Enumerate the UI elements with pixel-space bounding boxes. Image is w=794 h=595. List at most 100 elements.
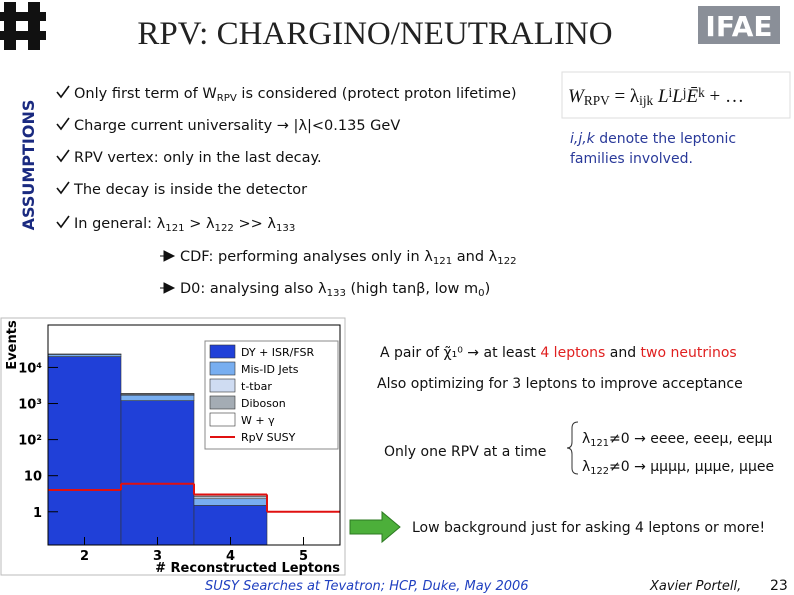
fermilab-logo: [0, 2, 46, 50]
text-segment: >> λ: [234, 216, 277, 232]
case-text: λ121≠0 → eeee, eeeμ, eeμμ: [582, 431, 772, 449]
x-tick-label: 2: [80, 549, 89, 564]
legend-swatch: [209, 344, 236, 359]
brace: [566, 421, 579, 475]
logo-bar: [0, 31, 46, 40]
x-tick-label: 3: [153, 549, 162, 564]
bullet: Charge current universality → |λ|<0.135 …: [74, 118, 400, 134]
text-segment: W: [568, 86, 586, 107]
text-segment: + …: [705, 86, 744, 107]
y-tick-label: 10²: [18, 434, 42, 449]
green-arrow: [349, 510, 401, 544]
legend-swatch: [209, 378, 236, 393]
x-tick-label: 5: [299, 549, 308, 564]
sub-bullet: CDF: performing analyses only in λ121 an…: [180, 249, 517, 267]
sub-bullet: D0: analysing also λ133 (high tanβ, low …: [180, 281, 490, 299]
footer-author: Xavier Portell,: [649, 579, 741, 594]
legend-box: [204, 340, 339, 450]
plot-frame: [47, 324, 341, 546]
text-segment: A pair of: [380, 345, 444, 361]
y-tick-label: 10: [24, 470, 42, 485]
text-segment: two neutrinos: [641, 345, 737, 361]
legend-label: Diboson: [241, 397, 286, 410]
logo-bar: [28, 2, 40, 50]
text-segment: 121: [433, 256, 452, 267]
text-segment: denote the leptonic: [595, 131, 736, 147]
logo-box: [698, 6, 780, 44]
check-bullet: [56, 85, 70, 99]
text-segment: = λ: [610, 86, 640, 107]
x-tick-label: 4: [226, 549, 235, 564]
text-segment: 122: [497, 256, 516, 267]
legend-swatch: [209, 412, 236, 427]
text-segment: Ē: [686, 86, 699, 107]
bullet: In general: λ121 > λ122 >> λ133: [74, 216, 295, 234]
text-segment: 122: [590, 466, 609, 477]
page-number: 23: [770, 578, 788, 594]
text-segment: CDF: performing analyses only in λ: [180, 249, 433, 265]
text-segment: 4 leptons: [540, 345, 605, 361]
text-segment: 121: [165, 223, 184, 234]
text-segment: 133: [327, 288, 346, 299]
check-bullet: [56, 215, 70, 229]
bar-segment: [47, 354, 122, 357]
x-axis-label: # Reconstructed Leptons: [155, 561, 340, 576]
formula-note: i,j,k denote the leptonic families involv…: [570, 131, 736, 167]
arrow-bullet: [160, 282, 176, 294]
text-segment: 121: [590, 438, 609, 449]
text-segment: λ: [582, 459, 590, 475]
slide-title: RPV: CHARGINO/NEUTRALINO: [137, 16, 612, 52]
logo-bar: [4, 2, 16, 50]
legend-label: W + γ: [241, 414, 275, 427]
bar-segment: [120, 394, 195, 401]
bar-segment: [47, 356, 122, 546]
check-bullet: [56, 149, 70, 163]
text-segment: → at least: [463, 345, 540, 361]
text-segment: ijk: [639, 93, 653, 108]
text-segment: RPV: [217, 93, 237, 104]
text-segment: families involved.: [570, 151, 693, 167]
formula: WRPV = λijk LiLjĒk + …: [568, 85, 744, 108]
legend-label: RpV SUSY: [241, 431, 296, 444]
conclusion-text: Low background just for asking 4 leptons…: [412, 520, 765, 536]
text-segment: RPV vertex: only in the last decay.: [74, 150, 322, 166]
text-segment: i,j,k: [570, 131, 596, 147]
bullet: RPV vertex: only in the last decay.: [74, 150, 322, 166]
formula-box: [561, 71, 791, 119]
text-segment: ≠0 → μμμμ, μμμe, μμee: [609, 459, 774, 475]
bar-segment: [193, 498, 268, 506]
text-segment: (high tanβ, low m: [346, 281, 478, 297]
text-segment: k: [698, 85, 705, 100]
y-axis-label: Events: [5, 320, 20, 370]
text-segment: D0: analysing also λ: [180, 281, 327, 297]
legend-label: t-tbar: [241, 380, 272, 393]
text-segment: i: [669, 85, 673, 100]
text-segment: χ̃₁⁰: [444, 345, 464, 361]
optimizing-text: Also optimizing for 3 leptons to improve…: [377, 376, 743, 392]
legend-swatch: [209, 395, 236, 410]
text-segment: 133: [276, 223, 295, 234]
text-segment: is considered (protect proton lifetime): [237, 86, 517, 102]
bullet: The decay is inside the detector: [73, 182, 307, 198]
y-tick-label: 1: [33, 506, 42, 521]
logo-text: IFAE: [705, 10, 772, 43]
bar-segment: [120, 400, 195, 546]
text-segment: λ: [582, 431, 590, 447]
bullet: Only first term of WRPV is considered (p…: [74, 86, 517, 104]
text-segment: L: [653, 86, 668, 107]
text-segment: The decay is inside the detector: [73, 182, 307, 198]
text-segment: and: [605, 345, 640, 361]
legend-label: DY + ISR/FSR: [241, 346, 314, 359]
one-rpv-text: Only one RPV at a time: [384, 444, 546, 460]
text-segment: L: [671, 86, 683, 107]
check-bullet: [56, 181, 70, 195]
side-label: ASSUMPTIONS: [19, 100, 38, 231]
text-segment: In general: λ: [74, 216, 166, 232]
logo-bar: [0, 12, 46, 21]
footer-event: SUSY Searches at Tevatron; HCP, Duke, Ma…: [205, 579, 529, 594]
text-segment: RPV: [584, 93, 610, 108]
brace-path: [566, 421, 579, 475]
text-segment: Only first term of W: [74, 86, 217, 102]
y-tick-label: 10⁴: [18, 361, 42, 376]
